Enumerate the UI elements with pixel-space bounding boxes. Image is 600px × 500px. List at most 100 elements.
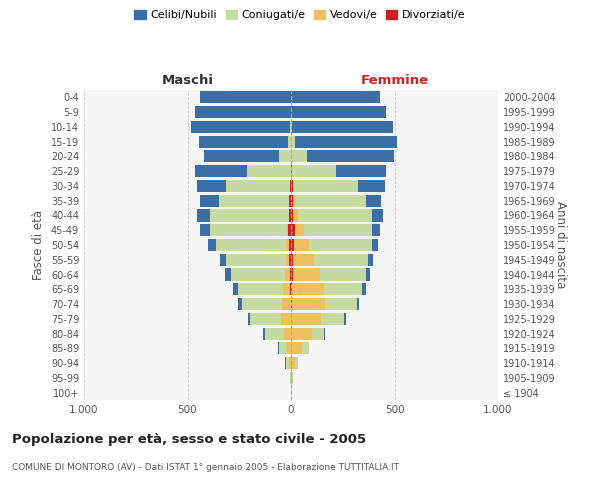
Bar xyxy=(291,328,312,340)
Bar xyxy=(294,239,308,251)
Bar xyxy=(281,313,291,325)
Bar xyxy=(291,268,293,280)
Bar xyxy=(226,180,290,192)
Bar xyxy=(337,165,386,177)
Bar xyxy=(314,254,368,266)
Bar xyxy=(291,372,292,384)
Bar xyxy=(291,194,293,207)
Bar xyxy=(322,313,344,325)
Text: Femmine: Femmine xyxy=(361,74,428,88)
Bar xyxy=(292,165,337,177)
Bar xyxy=(362,283,365,296)
Bar xyxy=(291,298,292,310)
Bar xyxy=(291,224,295,236)
Bar xyxy=(293,180,358,192)
Bar xyxy=(325,298,357,310)
Text: Popolazione per età, sesso e stato civile - 2005: Popolazione per età, sesso e stato civil… xyxy=(12,432,366,446)
Bar xyxy=(289,210,291,222)
Bar xyxy=(307,150,394,162)
Bar xyxy=(290,283,291,296)
Bar xyxy=(200,224,210,236)
Bar xyxy=(308,239,372,251)
Bar xyxy=(291,283,292,296)
Bar xyxy=(196,165,247,177)
Bar xyxy=(365,194,381,207)
Bar xyxy=(233,283,238,296)
Bar xyxy=(291,210,293,222)
Bar xyxy=(199,136,288,147)
Bar xyxy=(197,180,226,192)
Bar xyxy=(358,180,385,192)
Bar xyxy=(292,313,322,325)
Bar xyxy=(292,298,325,310)
Bar xyxy=(292,372,293,384)
Bar xyxy=(295,194,365,207)
Bar xyxy=(292,121,394,133)
Bar xyxy=(295,357,298,369)
Bar xyxy=(284,328,291,340)
Bar xyxy=(248,313,250,325)
Bar xyxy=(220,254,226,266)
Bar xyxy=(225,268,231,280)
Bar xyxy=(287,342,291,354)
Bar xyxy=(283,298,290,310)
Y-axis label: Anni di nascita: Anni di nascita xyxy=(554,202,567,288)
Bar xyxy=(291,180,293,192)
Bar xyxy=(293,254,314,266)
Bar xyxy=(293,268,320,280)
Bar xyxy=(278,342,287,354)
Bar xyxy=(289,357,291,369)
Y-axis label: Fasce di età: Fasce di età xyxy=(32,210,45,280)
Bar xyxy=(292,283,324,296)
Bar xyxy=(238,283,283,296)
Bar xyxy=(200,92,291,104)
Bar xyxy=(324,283,362,296)
Bar xyxy=(291,254,293,266)
Bar xyxy=(372,210,383,222)
Bar xyxy=(291,357,295,369)
Bar xyxy=(289,194,291,207)
Bar xyxy=(196,106,290,118)
Legend: Celibi/Nubili, Coniugati/e, Vedovi/e, Divorziati/e: Celibi/Nubili, Coniugati/e, Vedovi/e, Di… xyxy=(130,6,470,25)
Bar xyxy=(231,268,285,280)
Bar xyxy=(308,342,309,354)
Bar xyxy=(291,239,294,251)
Bar xyxy=(293,194,295,207)
Bar xyxy=(288,224,291,236)
Bar xyxy=(289,254,291,266)
Bar xyxy=(291,165,292,177)
Bar xyxy=(373,224,380,236)
Bar xyxy=(263,328,265,340)
Bar xyxy=(289,239,291,251)
Bar xyxy=(250,313,281,325)
Bar xyxy=(286,239,289,251)
Bar xyxy=(247,165,290,177)
Bar xyxy=(298,210,372,222)
Bar xyxy=(293,210,298,222)
Bar xyxy=(288,136,291,147)
Bar xyxy=(290,180,291,192)
Bar xyxy=(226,254,286,266)
Text: COMUNE DI MONTORO (AV) - Dati ISTAT 1° gennaio 2005 - Elaborazione TUTTITALIA.IT: COMUNE DI MONTORO (AV) - Dati ISTAT 1° g… xyxy=(12,462,399,471)
Bar xyxy=(368,254,373,266)
Bar xyxy=(286,357,289,369)
Bar xyxy=(290,121,291,133)
Bar xyxy=(210,224,287,236)
Bar xyxy=(295,136,397,147)
Bar xyxy=(372,239,377,251)
Bar xyxy=(204,150,278,162)
Bar xyxy=(291,150,307,162)
Bar xyxy=(295,224,304,236)
Bar xyxy=(292,106,386,118)
Bar xyxy=(291,136,295,147)
Bar xyxy=(283,283,290,296)
Bar xyxy=(242,298,283,310)
Bar xyxy=(291,121,292,133)
Bar xyxy=(291,342,302,354)
Bar xyxy=(210,210,289,222)
Bar xyxy=(320,268,366,280)
Bar xyxy=(208,239,216,251)
Bar xyxy=(357,298,359,310)
Bar xyxy=(278,150,291,162)
Bar xyxy=(191,121,290,133)
